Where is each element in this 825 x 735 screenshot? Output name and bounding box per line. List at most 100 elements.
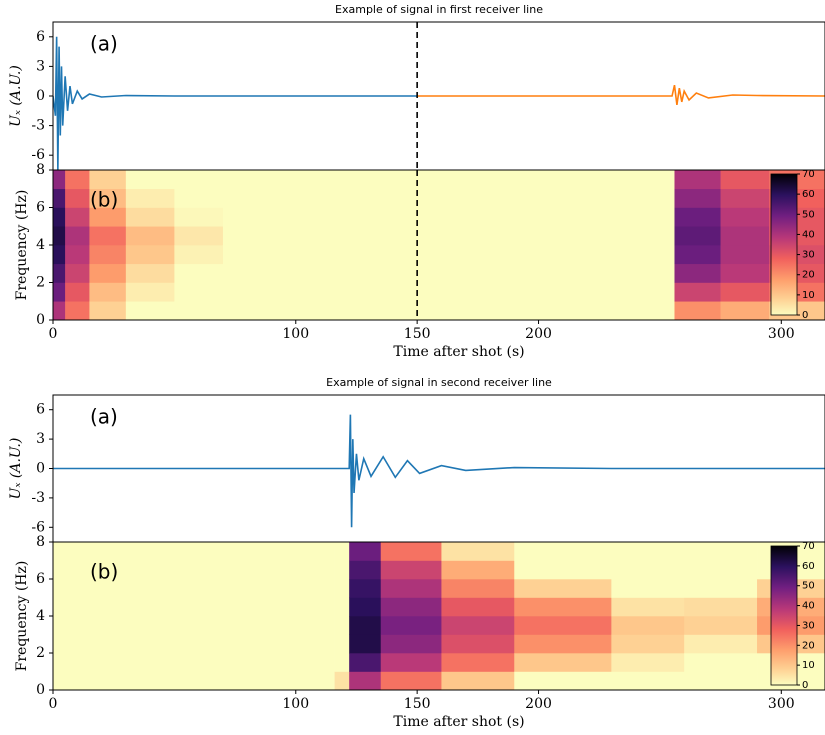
x-tick-label: 100 <box>282 696 309 712</box>
y-axis-label: Uₓ (A.U.) <box>8 438 24 500</box>
heat-cell <box>334 579 350 598</box>
heat-cell <box>720 263 770 283</box>
y-tick-label: 4 <box>36 608 45 624</box>
heat-cell <box>125 263 175 283</box>
x-axis-label: Time after shot (s) <box>393 344 524 360</box>
heat-cell <box>514 616 612 635</box>
signal-line <box>53 414 825 528</box>
y-tick-label: 8 <box>36 534 45 550</box>
heat-cell <box>514 671 612 690</box>
heat-cell <box>674 245 721 265</box>
heat-cell <box>349 653 382 672</box>
y-tick-label: -3 <box>31 118 45 134</box>
heat-cell <box>349 560 382 580</box>
heat-cell <box>349 634 382 654</box>
heat-cell <box>53 245 66 265</box>
heat-cell <box>53 653 335 672</box>
colorbar-tick-label: 20 <box>802 640 815 651</box>
y-tick-label: 0 <box>36 461 45 477</box>
heat-cell <box>441 671 515 690</box>
heat-cell <box>349 597 382 617</box>
heat-cell <box>65 263 90 283</box>
heat-cell <box>684 634 758 654</box>
y-tick-label: 6 <box>36 402 45 418</box>
heat-cell <box>380 542 442 561</box>
heat-cell <box>720 170 770 190</box>
colorbar-tick-label: 70 <box>802 541 815 552</box>
y-axis-label: Uₓ (A.U.) <box>8 65 24 127</box>
heat-cell <box>125 207 175 227</box>
heat-cell <box>674 263 721 283</box>
heat-cell <box>222 207 675 227</box>
heat-cell <box>684 653 758 672</box>
heat-cell <box>174 282 224 302</box>
heat-cell <box>441 560 515 580</box>
heat-cell <box>174 188 224 208</box>
heat-cell <box>514 597 612 617</box>
heat-cell <box>222 188 675 208</box>
x-tick-label: 150 <box>404 696 431 712</box>
heat-cell <box>380 616 442 635</box>
heat-cell <box>334 616 350 635</box>
heat-cell <box>174 301 224 320</box>
y-tick-label: 8 <box>36 162 45 178</box>
heat-cell <box>684 560 758 580</box>
heat-cell <box>125 188 175 208</box>
heat-cell <box>441 597 515 617</box>
heat-cell <box>684 597 758 617</box>
heat-cell <box>89 282 127 302</box>
y-tick-label: 2 <box>36 645 45 661</box>
heat-cell <box>89 207 127 227</box>
axes-frame <box>52 169 825 321</box>
heat-cell <box>514 542 612 561</box>
heat-cell <box>334 653 350 672</box>
heat-cell <box>53 263 66 283</box>
heat-cell <box>684 616 758 635</box>
signal-line <box>417 84 825 105</box>
panel-label: (a) <box>90 32 118 56</box>
y-tick-label: 2 <box>36 275 45 291</box>
heat-cell <box>174 207 224 227</box>
x-tick-label: 150 <box>404 326 431 342</box>
colorbar-tick-label: 10 <box>802 290 815 301</box>
colorbar-tick-label: 30 <box>802 250 815 261</box>
heat-cell <box>65 170 90 190</box>
x-tick-label: 0 <box>49 696 58 712</box>
y-tick-label: 6 <box>36 200 45 216</box>
heat-cell <box>174 170 224 190</box>
heat-cell <box>380 560 442 580</box>
panel-label: (b) <box>90 188 118 212</box>
y-tick-label: 0 <box>36 312 45 328</box>
heat-cell <box>674 226 721 246</box>
colorbar-tick-label: 10 <box>802 660 815 671</box>
heat-cell <box>349 579 382 598</box>
heat-cell <box>674 282 721 302</box>
heat-cell <box>674 207 721 227</box>
colorbar-tick-label: 0 <box>802 310 808 321</box>
heat-cell <box>611 653 685 672</box>
y-tick-label: -6 <box>31 519 45 535</box>
heat-cell <box>334 542 350 561</box>
heat-cell <box>611 634 685 654</box>
colorbar-tick-label: 30 <box>802 620 815 631</box>
heat-cell <box>720 282 770 302</box>
heat-cell <box>89 188 127 208</box>
heat-cell <box>222 245 675 265</box>
y-tick-label: 4 <box>36 237 45 253</box>
heat-cell <box>334 597 350 617</box>
heat-cell <box>611 616 685 635</box>
heat-cell <box>89 170 127 190</box>
colorbar-tick-label: 60 <box>802 189 815 200</box>
heat-cell <box>720 226 770 246</box>
heat-cell <box>125 226 175 246</box>
heat-cell <box>53 671 335 690</box>
heat-cell <box>174 263 224 283</box>
heat-cell <box>53 226 66 246</box>
heat-cell <box>611 579 685 598</box>
heat-cell <box>611 542 685 561</box>
heat-cell <box>174 226 224 246</box>
heat-cell <box>53 560 335 580</box>
y-tick-label: -6 <box>31 147 45 163</box>
heat-cell <box>53 597 335 617</box>
x-tick-label: 300 <box>768 326 795 342</box>
